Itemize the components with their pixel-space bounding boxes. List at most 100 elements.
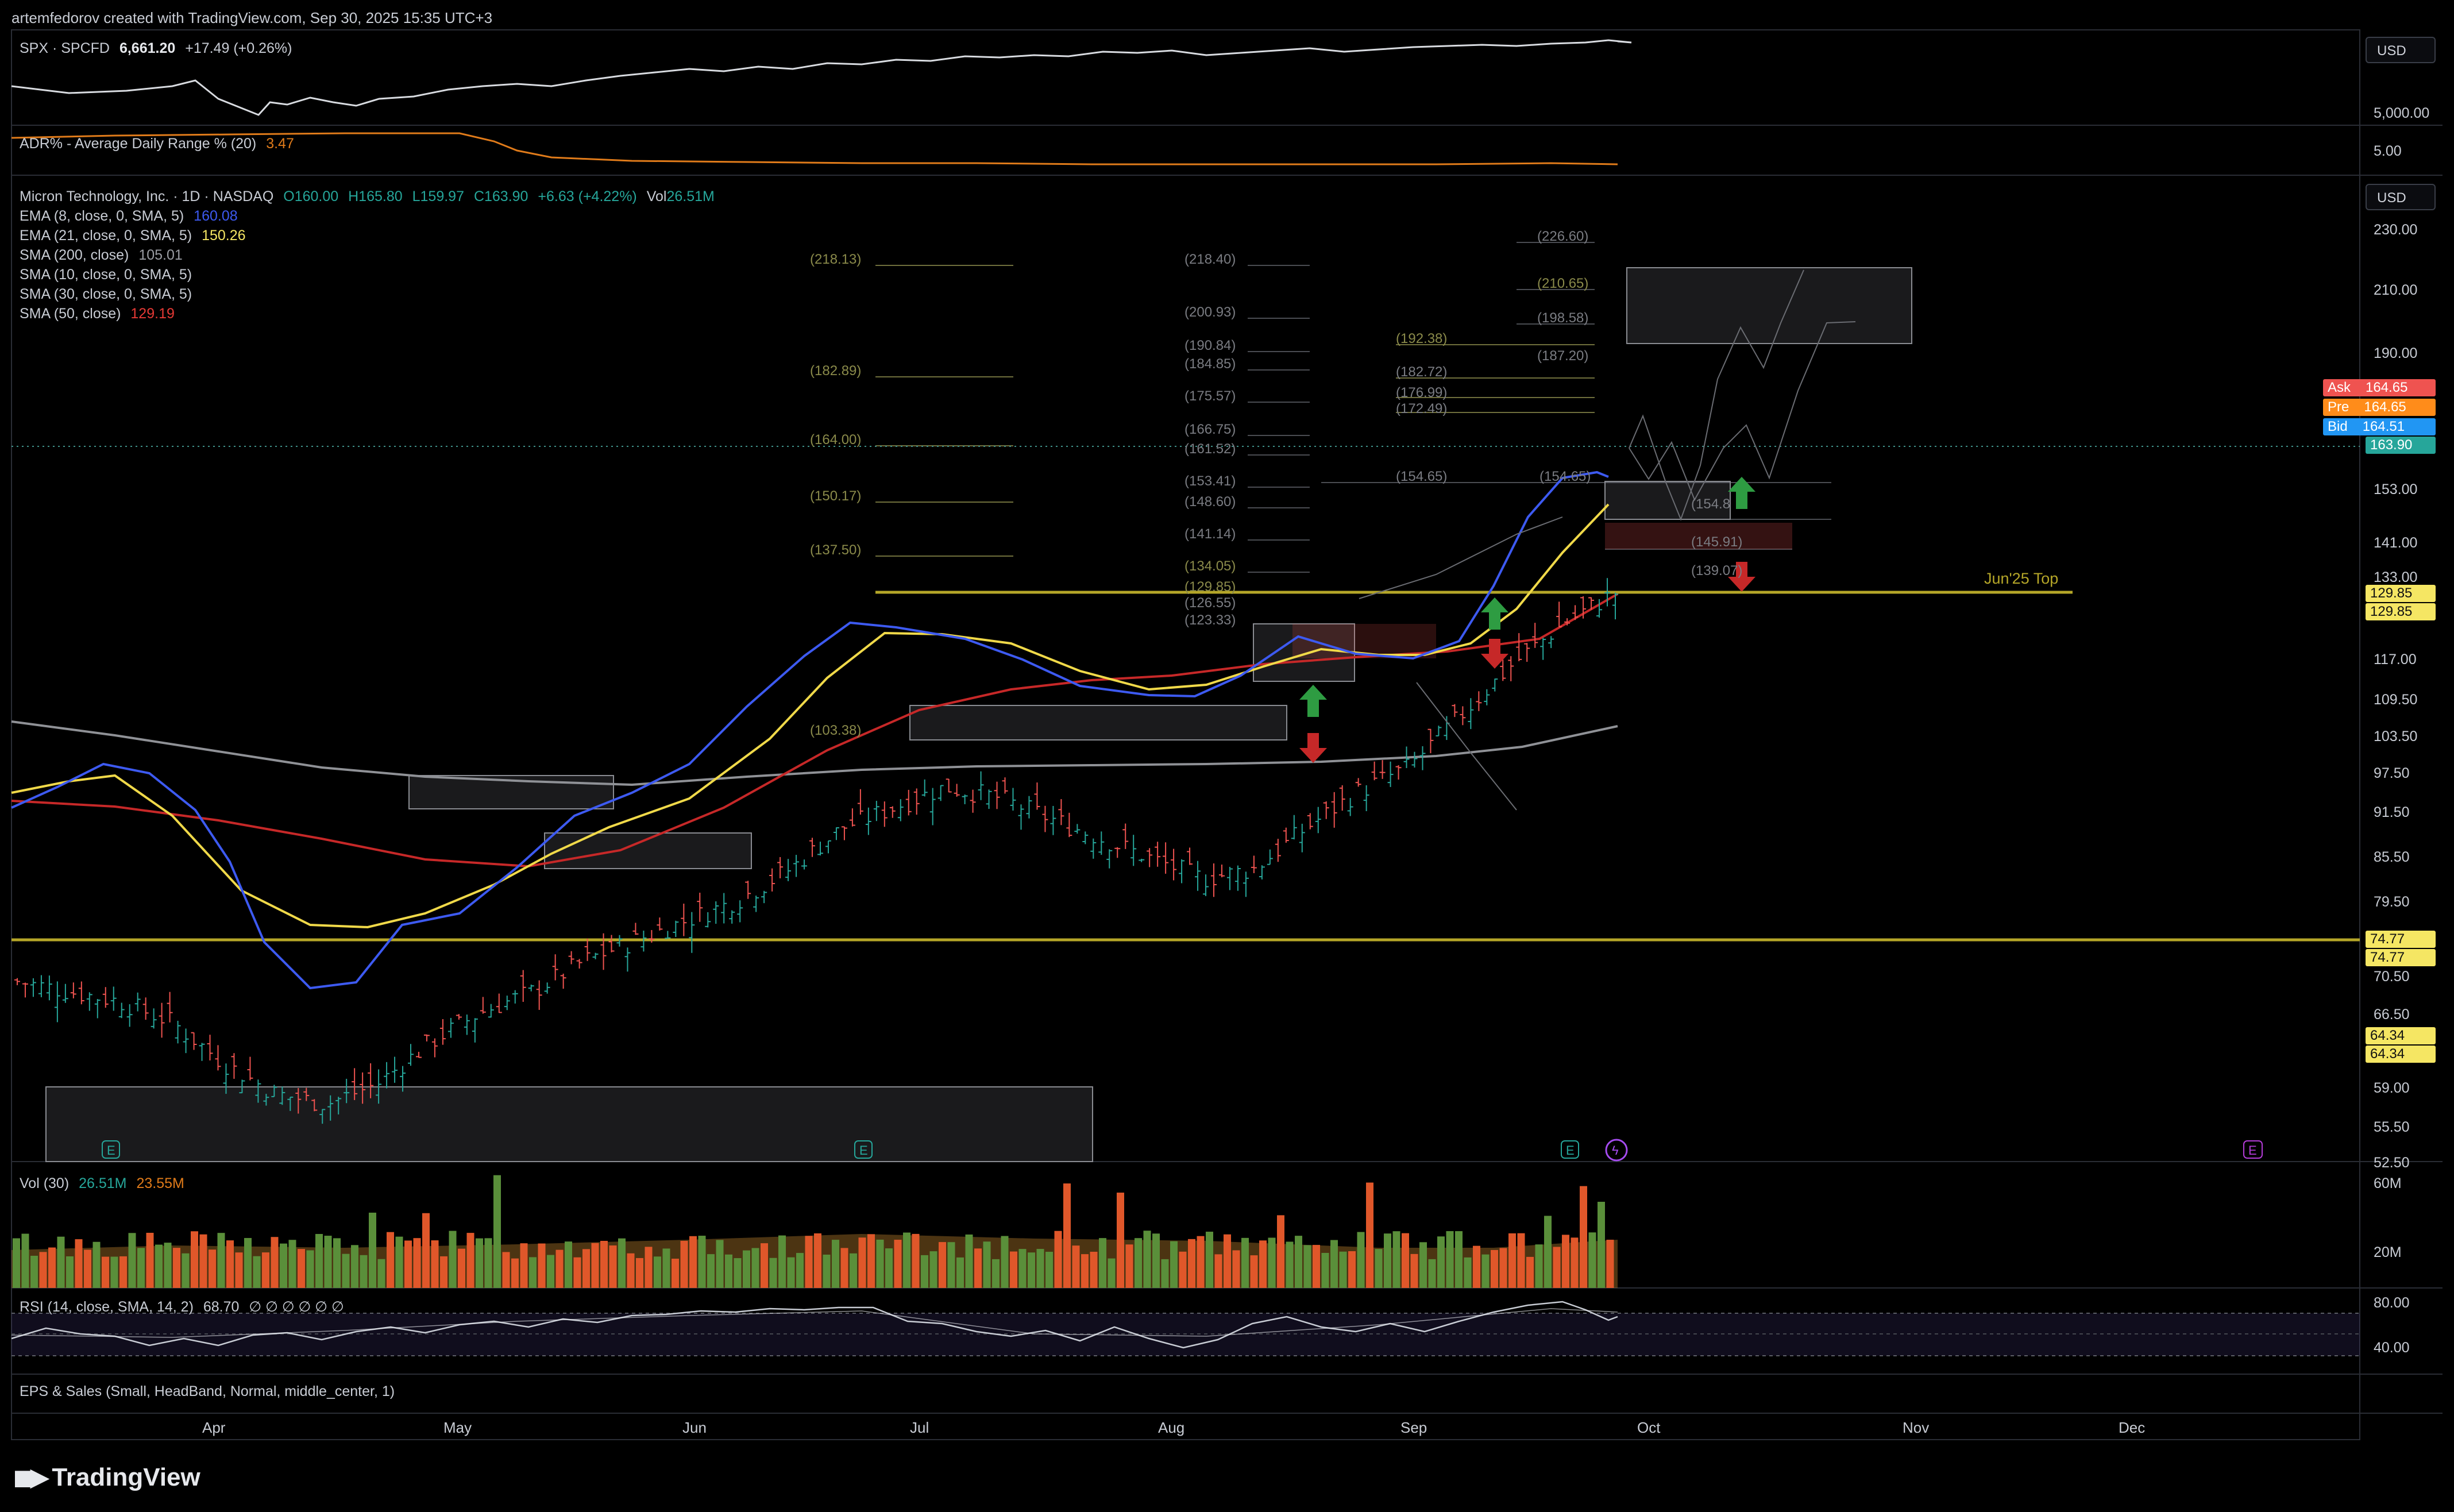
volume-bar [1018,1249,1027,1288]
fib-label: (164.00) [810,432,862,448]
fib-label: (172.49) [1396,401,1448,416]
volume-bar [173,1248,180,1288]
main-high: H165.80 [348,188,403,205]
fib-label: (200.93) [1184,304,1236,320]
fib-label: (137.50) [810,542,862,558]
month-label: Aug [1158,1419,1185,1436]
volume-bar [466,1233,474,1288]
price-axis-label: 55.50 [2374,1119,2410,1135]
volume-bar [1446,1231,1454,1288]
tradingview-mark-icon: ◼▶ [13,1463,49,1491]
indicator-legend-0[interactable]: EMA (8, close, 0, SMA, 5) 160.08 [20,208,238,225]
main-open: O160.00 [283,188,339,205]
volume-bar [1143,1231,1151,1288]
volume-bar [280,1243,287,1288]
indicator-name: SMA (50, close) [20,306,121,322]
volume-bar [1499,1248,1507,1288]
volume-bar [1179,1251,1187,1288]
volume-bar [1330,1240,1338,1288]
indicator-legend-3[interactable]: SMA (10, close, 0, SMA, 5) [20,267,192,283]
volume-bar [1473,1245,1480,1288]
volume-bar [1259,1240,1267,1288]
volume-bar [769,1258,777,1288]
volume-bar [591,1243,599,1288]
price-tag-value: 164.51 [2362,419,2405,434]
volume-bar [1392,1231,1400,1288]
volume-bar [609,1245,617,1288]
volume-bar [1455,1231,1463,1288]
volume-bar [538,1243,546,1288]
volume-bars [13,1175,1614,1288]
price-tag-label: Ask [2328,380,2351,395]
indicator-legend-1[interactable]: EMA (21, close, 0, SMA, 5) 150.26 [20,227,246,244]
fib-label: (218.13) [810,252,862,267]
svg-text:E: E [2248,1143,2257,1158]
tradingview-logo[interactable]: ◼▶ TradingView [13,1463,200,1492]
volume-bar [387,1232,394,1288]
volume-bar [377,1259,385,1288]
volume-bar [1197,1236,1205,1288]
indicator-value: 150.26 [202,227,246,244]
month-label: Sep [1400,1419,1427,1436]
volume-bar [21,1233,29,1288]
volume-bar [1580,1186,1587,1288]
volume-bar [805,1236,813,1288]
volume-bar [1303,1245,1311,1288]
adr-legend[interactable]: ADR% - Average Daily Range % (20) 3.47 [20,136,294,152]
volume-bar [903,1232,910,1288]
volume-bar [39,1252,47,1288]
indicator-name: SMA (200, close) [20,247,129,263]
spx-symbol: SPX · SPCFD [20,40,110,56]
svg-text:E: E [107,1143,115,1158]
fib-label: (161.52) [1184,441,1236,457]
volume-bar [288,1240,296,1288]
fib-label: (182.89) [810,363,862,379]
volume-bar [1028,1252,1035,1288]
indicator-legend-2[interactable]: SMA (200, close) 105.01 [20,247,183,264]
volume-bar [1491,1249,1498,1288]
volume-bar [787,1257,795,1288]
indicator-name: EMA (21, close, 0, SMA, 5) [20,227,192,244]
indicator-legend-4[interactable]: SMA (30, close, 0, SMA, 5) [20,286,192,303]
currency-button-main[interactable]: USD [2366,184,2436,210]
volume-name: Vol (30) [20,1175,70,1191]
price-axis-label: 85.50 [2374,849,2410,865]
volume-legend[interactable]: Vol (30) 26.51M 23.55M [20,1175,184,1192]
volume-bar [1232,1250,1240,1288]
price-axis-label: 103.50 [2374,728,2418,745]
indicator-legend-5[interactable]: SMA (50, close) 129.19 [20,306,175,322]
volume-bar [30,1255,38,1288]
volume-bar [1152,1233,1160,1288]
main-legend[interactable]: Micron Technology, Inc. · 1D · NASDAQ O1… [20,188,715,205]
volume-bar [1348,1251,1356,1288]
month-label: Jun [682,1419,707,1436]
volume-bar [600,1241,608,1288]
volume-axis-label: 20M [2374,1244,2402,1260]
spx-value: 6,661.20 [119,40,176,56]
price-axis-label: 117.00 [2374,651,2417,668]
volume-bar [235,1252,243,1288]
eps-legend[interactable]: EPS & Sales (Small, HeadBand, Normal, mi… [20,1383,395,1400]
volume-bar [458,1248,465,1288]
volume-bar [743,1250,750,1288]
volume-bar [547,1255,554,1288]
rsi-value: 68.70 [203,1299,240,1315]
price-tag-value: 164.65 [2366,380,2408,395]
rsi-legend[interactable]: RSI (14, close, SMA, 14, 2) 68.70 ∅ ∅ ∅ … [20,1298,344,1316]
volume-bar [894,1240,902,1288]
spx-change: +17.49 (+0.26%) [185,40,292,56]
volume-bar [66,1256,74,1288]
ema-8-line [11,470,1609,990]
price-tag-value: 164.65 [2364,399,2406,415]
level-label: Jun'25 Top [1984,570,2059,587]
price-axis-label: 190.00 [2374,345,2418,361]
fib-label: (139.07) [1691,563,1743,578]
volume-bar [965,1234,973,1288]
fib-label: (123.33) [1184,612,1236,628]
month-label: Oct [1637,1419,1661,1436]
spx-legend[interactable]: SPX · SPCFD 6,661.20 +17.49 (+0.26%) [20,40,292,57]
currency-button-spx[interactable]: USD [2366,37,2436,63]
volume-bar [680,1240,688,1288]
main-vol: 26.51M [666,188,715,205]
